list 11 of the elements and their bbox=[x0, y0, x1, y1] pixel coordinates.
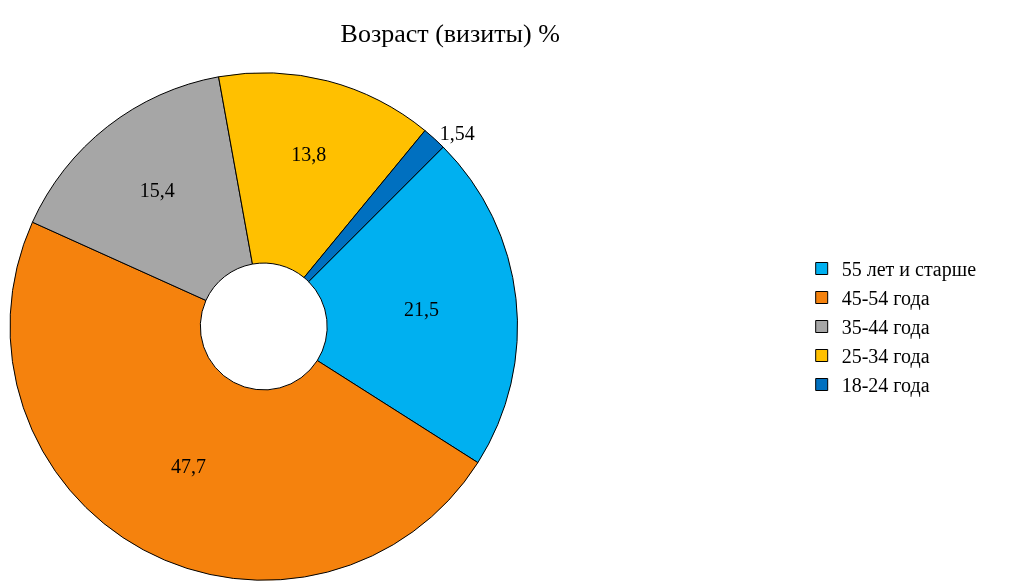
data-label: 1,54 bbox=[439, 121, 475, 144]
legend-label: 18-24 года bbox=[841, 374, 930, 398]
legend-label: 25-34 года bbox=[841, 345, 930, 369]
data-label: 47,7 bbox=[170, 455, 206, 478]
legend-label: 55 лет и старше bbox=[841, 258, 977, 282]
data-label: 21,5 bbox=[403, 298, 439, 321]
data-label: 13,8 bbox=[291, 142, 327, 165]
data-label: 15,4 bbox=[139, 179, 175, 202]
chart-title: Возраст (визиты) % bbox=[340, 18, 560, 48]
legend-label: 35-44 года bbox=[841, 316, 930, 340]
legend-label: 45-54 года bbox=[841, 287, 930, 311]
